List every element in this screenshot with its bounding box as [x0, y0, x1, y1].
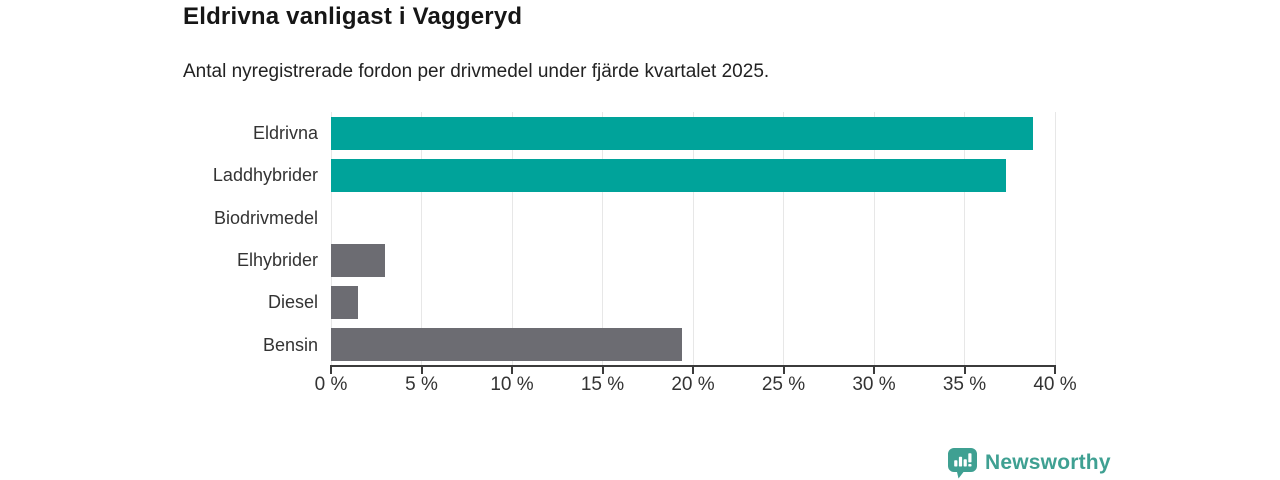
y-axis-label: Elhybrider [236, 250, 318, 271]
x-tick-label: 5 % [405, 374, 438, 395]
newsworthy-logo: Newsworthy [947, 447, 1111, 479]
bar-row: Eldrivna [253, 112, 1055, 154]
bar-laddhybrider [331, 158, 1007, 192]
gridline [964, 112, 965, 366]
x-tick [692, 367, 694, 374]
gridline [1054, 112, 1056, 366]
x-tick [511, 367, 513, 374]
x-tick [1054, 367, 1056, 374]
x-axis-line [330, 365, 1056, 367]
bar-elhybrider [331, 243, 386, 277]
bar-row: Elhybrider [237, 239, 1055, 281]
x-tick-label: 15 % [580, 374, 625, 395]
newsworthy-icon [948, 448, 977, 479]
gridline [602, 112, 603, 366]
x-tick [601, 367, 604, 374]
x-tick [873, 367, 875, 374]
bar-row: Laddhybrider [213, 154, 1055, 196]
x-tick [420, 367, 423, 374]
gridline [783, 112, 784, 366]
y-axis-label: Diesel [267, 292, 318, 313]
x-tick-label: 20 % [671, 374, 715, 395]
newsworthy-wordmark: Newsworthy [985, 451, 1111, 474]
chart-subtitle: Antal nyregistrerade fordon per drivmede… [183, 61, 770, 82]
y-axis-label: Eldrivna [252, 123, 318, 144]
plot-area: Eldrivna Laddhybrider Biodrivmedel Elhybrid… [213, 112, 1077, 395]
x-tick [782, 367, 785, 374]
x-tick [330, 367, 332, 374]
bar-diesel [331, 285, 359, 319]
x-tick-label: 0 % [314, 374, 348, 395]
y-axis-label: Laddhybrider [212, 165, 318, 186]
chart-title: Eldrivna vanligast i Vaggeryd [183, 3, 523, 30]
y-axis-label: Biodrivmedel [213, 207, 318, 228]
gridline [330, 112, 332, 366]
x-tick [963, 367, 966, 374]
y-axis-label: Bensin [262, 334, 318, 355]
x-tick-label: 40 % [1033, 374, 1077, 395]
bar-row: Biodrivmedel [214, 197, 1055, 239]
bar-rows: Eldrivna Laddhybrider Biodrivmedel Elhybrid… [213, 112, 1055, 366]
x-tick-label: 30 % [852, 374, 896, 395]
x-tick-label: 25 % [761, 374, 806, 395]
gridline [692, 112, 694, 366]
gridline [421, 112, 422, 366]
bar-row: Bensin [263, 324, 1055, 366]
bar-bensin [331, 328, 683, 362]
gridline [873, 112, 875, 366]
bar-row: Diesel [268, 281, 1055, 323]
bar-eldrivna [331, 116, 1034, 150]
gridline [511, 112, 513, 366]
x-tick-label: 35 % [942, 374, 987, 395]
x-tick-label: 10 % [490, 374, 534, 395]
